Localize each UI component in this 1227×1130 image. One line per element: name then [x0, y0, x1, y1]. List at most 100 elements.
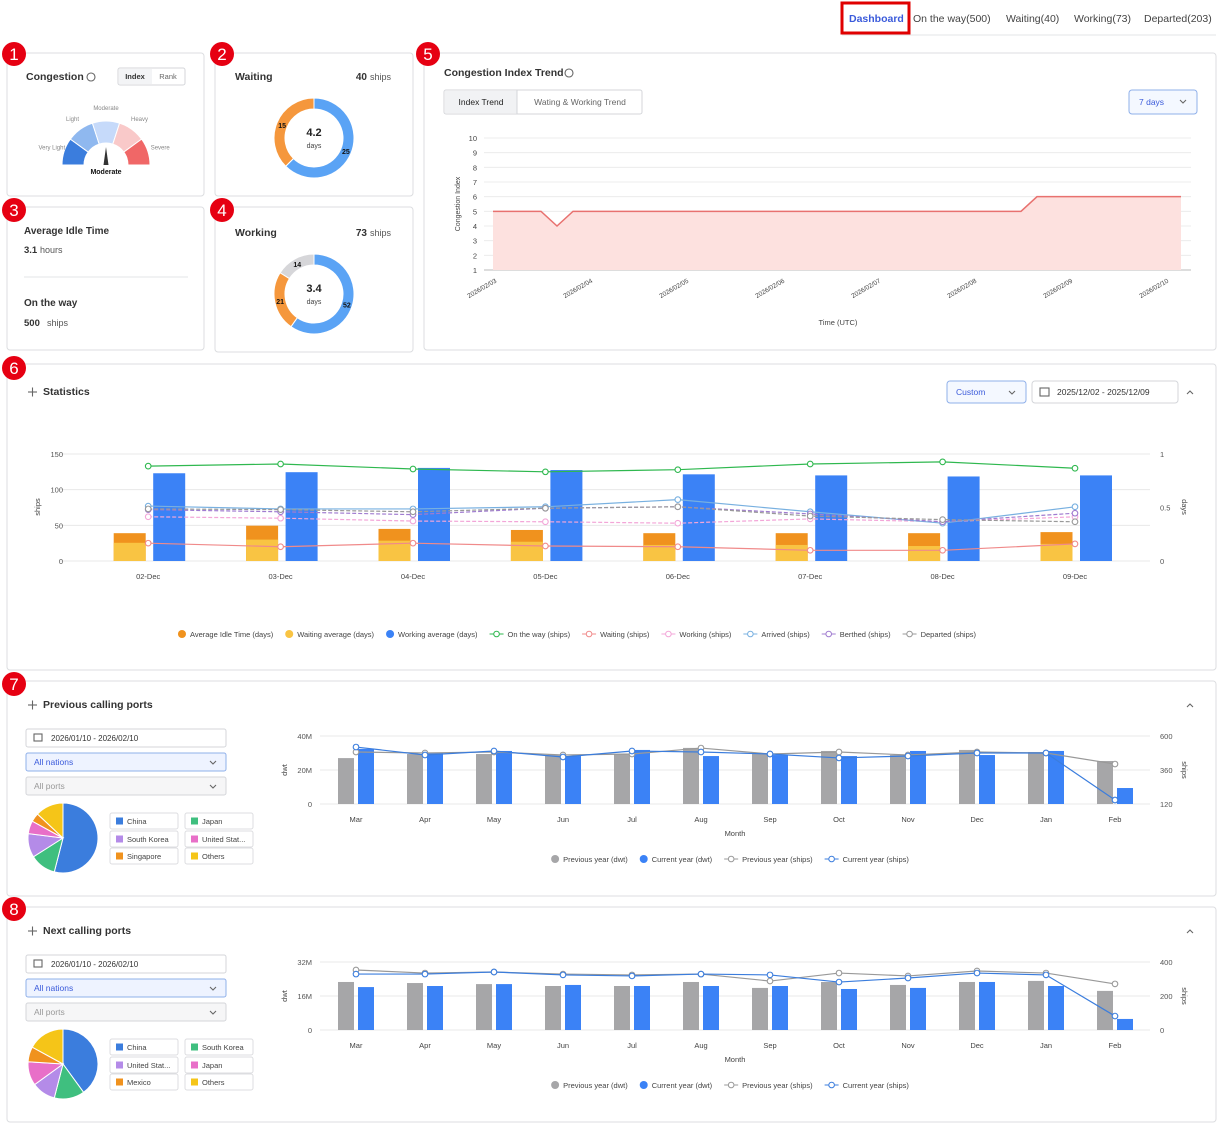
ports-dropdown[interactable] — [25, 776, 227, 796]
legend-item[interactable] — [109, 812, 179, 830]
mode-dropdown[interactable] — [946, 380, 1027, 404]
toggle[interactable]: Rank — [159, 72, 177, 81]
legend-label: Japan — [202, 817, 222, 826]
move-icon[interactable] — [28, 700, 37, 710]
point — [674, 543, 682, 551]
nations-dropdown[interactable] — [25, 978, 227, 998]
legend-item[interactable] — [184, 830, 254, 848]
toggle-active[interactable] — [119, 69, 152, 84]
range-value[interactable]: 7 days — [1139, 97, 1164, 107]
legend: Average Idle Time (days) Waiting average … — [177, 630, 977, 639]
chevron[interactable] — [209, 784, 217, 789]
nations-dropdown[interactable] — [25, 752, 227, 772]
legend-item[interactable] — [109, 1073, 179, 1091]
collapse[interactable] — [1186, 703, 1194, 708]
tab[interactable]: Index Trend — [459, 97, 504, 107]
collapse[interactable] — [1186, 390, 1194, 395]
chevron[interactable] — [209, 986, 217, 991]
point — [1111, 760, 1119, 768]
info-icon[interactable] — [86, 72, 96, 82]
legend-item[interactable] — [184, 1038, 254, 1056]
bar — [752, 987, 768, 1030]
bar — [565, 756, 581, 804]
donut-segment — [279, 253, 315, 280]
badge-number: 4 — [217, 201, 226, 220]
y-tick-label: 16M — [297, 992, 312, 1001]
point — [697, 970, 705, 978]
info-icon[interactable] — [564, 68, 574, 78]
bar — [959, 749, 975, 804]
x-tick-label: 07-Dec — [798, 572, 822, 581]
panel-title: Working — [235, 227, 277, 239]
legend-item[interactable] — [184, 812, 254, 830]
mode-value[interactable]: Custom — [956, 387, 985, 397]
nav-tab[interactable]: Working(73) — [1074, 13, 1131, 25]
ports-dropdown[interactable] — [25, 1002, 227, 1022]
legend-item[interactable] — [109, 1056, 179, 1074]
y-tick-label: 3 — [473, 237, 477, 246]
move-icon[interactable] — [28, 926, 37, 936]
tab[interactable]: Wating & Working Trend — [534, 97, 626, 107]
legend-label: Japan — [202, 1061, 222, 1070]
nav-tab[interactable]: Waiting(40) — [1006, 13, 1059, 25]
nations-value[interactable]: All nations — [34, 757, 73, 767]
legend-swatch — [116, 835, 123, 843]
x-tick-label: Sep — [763, 1041, 776, 1050]
chevron[interactable] — [1008, 390, 1016, 395]
chevron[interactable] — [1179, 99, 1187, 104]
nations-value[interactable]: All nations — [34, 983, 73, 993]
bar — [1028, 980, 1044, 1030]
y-axis-title: dwt — [280, 989, 289, 1002]
date-range[interactable]: 2025/12/02 - 2025/12/09 — [1057, 387, 1150, 397]
legend-item[interactable] — [184, 1056, 254, 1074]
x-tick-label: Jun — [557, 815, 569, 824]
nav-tab[interactable]: Dashboard — [849, 13, 904, 25]
panel-title: Statistics — [43, 386, 90, 398]
tab-active[interactable] — [445, 91, 517, 113]
y-axis-title: ships — [33, 498, 42, 516]
center-value: 3.4 — [306, 283, 322, 295]
date-range[interactable]: 2026/01/10 - 2026/02/10 — [51, 734, 139, 743]
bar — [246, 539, 279, 561]
legend-item[interactable] — [184, 1073, 254, 1091]
date-range[interactable]: 2026/01/10 - 2026/02/10 — [51, 960, 139, 969]
move-icon[interactable] — [28, 387, 37, 397]
legend-item[interactable] — [109, 847, 179, 865]
legend-item[interactable] — [184, 847, 254, 865]
gauge-value: Moderate — [90, 169, 121, 176]
bar — [908, 546, 941, 561]
gauge-label: Very Light — [38, 145, 65, 151]
nav-tab[interactable]: On the way(500) — [913, 13, 991, 25]
point — [973, 969, 981, 977]
date-picker[interactable] — [25, 954, 227, 974]
point — [352, 970, 360, 978]
toggle[interactable]: Index — [125, 72, 145, 81]
date-picker[interactable] — [25, 728, 227, 748]
ports-value[interactable]: All ports — [34, 1007, 65, 1017]
date-picker[interactable] — [1031, 380, 1179, 404]
collapse[interactable] — [1186, 929, 1194, 934]
bar — [550, 470, 583, 561]
panel — [6, 206, 205, 351]
y2-tick-label: 600 — [1160, 732, 1173, 741]
point — [835, 748, 843, 756]
y-tick-label: 4 — [473, 222, 477, 231]
legend-label: Berthed (ships) — [840, 630, 891, 639]
bar — [496, 984, 512, 1030]
range-dropdown[interactable] — [1128, 89, 1198, 115]
chevron[interactable] — [209, 760, 217, 765]
bar — [510, 541, 543, 561]
bar — [821, 750, 837, 804]
legend-item[interactable] — [109, 830, 179, 848]
legend-item[interactable] — [109, 1038, 179, 1056]
line — [148, 516, 1076, 524]
bar — [1117, 788, 1133, 804]
nav-tab[interactable]: Departed(203) — [1144, 13, 1212, 25]
y-tick-label: 5 — [473, 207, 477, 216]
point — [806, 460, 814, 468]
point — [542, 518, 549, 526]
point — [835, 978, 843, 986]
ports-value[interactable]: All ports — [34, 781, 65, 791]
chevron[interactable] — [209, 1010, 217, 1015]
